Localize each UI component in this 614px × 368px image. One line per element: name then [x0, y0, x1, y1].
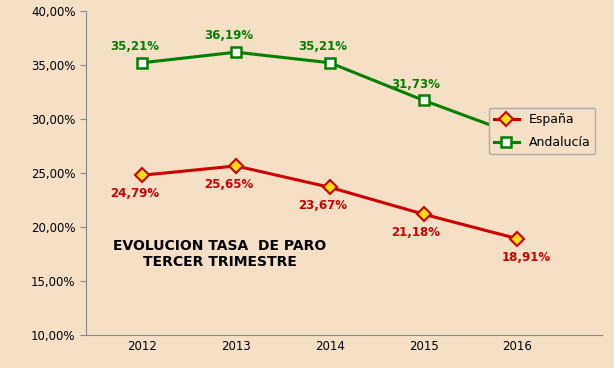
Text: 23,67%: 23,67%	[298, 199, 347, 212]
Text: 36,19%: 36,19%	[204, 29, 253, 42]
Text: 35,21%: 35,21%	[111, 40, 159, 53]
Legend: España, Andalucía: España, Andalucía	[489, 108, 596, 154]
Text: 24,79%: 24,79%	[110, 187, 159, 200]
Text: EVOLUCION TASA  DE PARO
TERCER TRIMESTRE: EVOLUCION TASA DE PARO TERCER TRIMESTRE	[114, 239, 327, 269]
Text: 31,73%: 31,73%	[392, 78, 440, 91]
Text: 21,18%: 21,18%	[392, 226, 441, 239]
Text: 18,91%: 18,91%	[502, 251, 551, 263]
Text: 25,65%: 25,65%	[204, 178, 253, 191]
Text: 35,21%: 35,21%	[298, 40, 347, 53]
Text: 28,52%: 28,52%	[502, 112, 551, 125]
